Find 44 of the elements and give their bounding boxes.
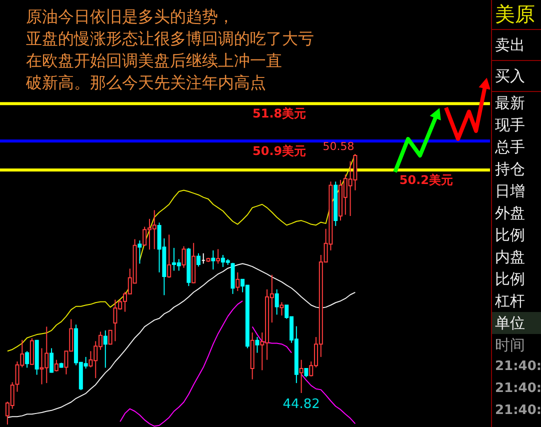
- text: 现手: [494, 115, 526, 136]
- candlestick: [299, 359, 304, 394]
- ref-line-label: 50.9美元: [252, 144, 306, 158]
- candlestick: [236, 272, 240, 292]
- text: 杠杆: [494, 291, 526, 312]
- annotation: 破新高。那么今天先关注年内高点: [26, 72, 267, 94]
- candlestick: [50, 348, 54, 374]
- ref-line-label: 51.8美元: [252, 106, 306, 121]
- candlestick: [280, 302, 284, 316]
- annotation: 50.58: [322, 140, 354, 154]
- annotation: 亚盘的慢涨形态让很多博回调的吃了大亏: [26, 28, 314, 50]
- candlestick: [138, 240, 142, 264]
- candlestick: [182, 246, 186, 268]
- candlestick: [25, 350, 30, 368]
- text: 21:40:: [494, 402, 541, 420]
- candlestick: [108, 330, 112, 345]
- text: 总手: [494, 137, 526, 158]
- candlestick: [211, 250, 216, 270]
- text: 持仓: [494, 159, 526, 180]
- ref-line-label: 50.2美元: [399, 172, 454, 187]
- text: 最新: [494, 93, 526, 114]
- candlestick: [255, 336, 260, 354]
- candlestick: [167, 234, 172, 278]
- text: 21:40:: [494, 380, 541, 398]
- candlestick: [54, 359, 58, 372]
- candlestick: [30, 338, 34, 366]
- text: 比例: [494, 225, 526, 246]
- candlestick: [216, 248, 220, 264]
- candlestick: [274, 288, 279, 316]
- text: 单位: [492, 312, 541, 334]
- text: 外盘: [494, 203, 526, 224]
- candlestick: [196, 252, 200, 268]
- annotation: 44.82: [282, 397, 320, 412]
- text: 美原: [492, 0, 541, 30]
- candlestick: [103, 330, 108, 368]
- text: 内盘: [494, 247, 526, 268]
- text: 卖出: [492, 30, 541, 61]
- annotation: 原油今日依旧是多头的趋势，: [26, 6, 235, 28]
- text: 买入: [492, 61, 541, 92]
- text: 比例: [494, 269, 526, 290]
- text: 时间: [494, 335, 526, 356]
- text: 日增: [494, 181, 526, 202]
- text: 21:40:: [494, 358, 541, 376]
- annotation: 在欧盘开始回调美盘后继续上冲一直: [26, 50, 283, 72]
